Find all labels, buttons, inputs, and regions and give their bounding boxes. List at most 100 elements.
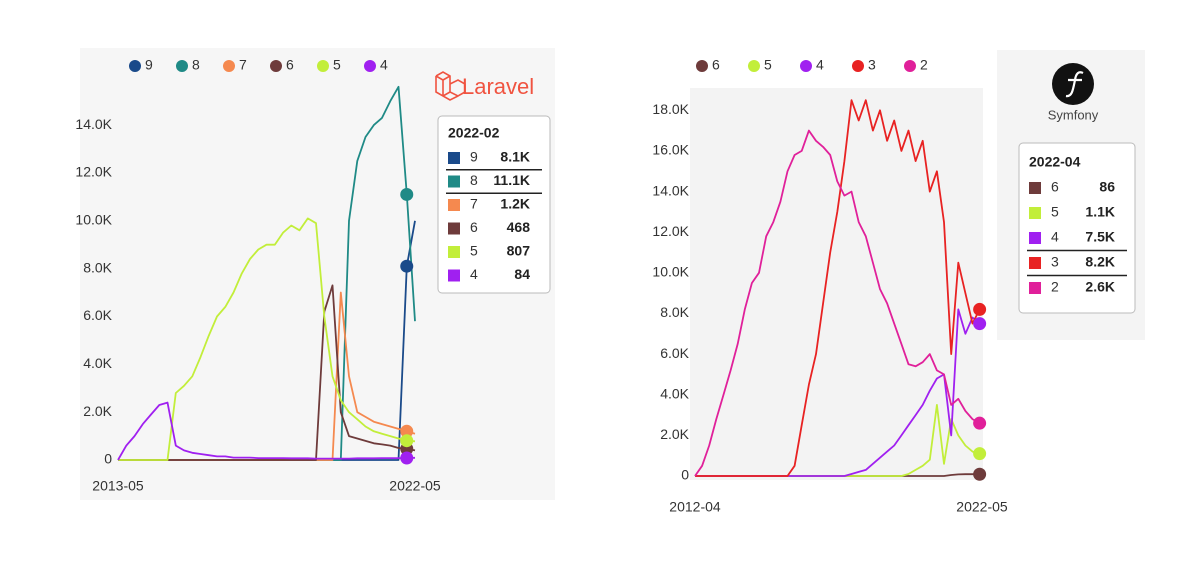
tooltip-name: 7	[470, 196, 478, 212]
series-line	[118, 217, 416, 461]
y-tick-label: 4.0K	[83, 355, 112, 371]
legend-swatch	[364, 60, 376, 72]
logo-text: Symfony	[1048, 107, 1099, 122]
plot-area	[690, 88, 983, 480]
series-line	[694, 129, 981, 477]
hover-dot	[973, 317, 987, 331]
y-tick-label: 6.0K	[83, 307, 112, 323]
tooltip-swatch	[1029, 257, 1041, 269]
y-tick-label: 0	[104, 451, 112, 467]
legend-swatch	[176, 60, 188, 72]
tooltip-swatch	[448, 199, 460, 211]
tooltip-value: 1.2K	[500, 196, 530, 212]
tooltip-value: 84	[514, 266, 530, 282]
x-tick-label: 2012-04	[669, 499, 721, 515]
tooltip-value: 2.6K	[1085, 279, 1115, 295]
tooltip-value: 86	[1099, 179, 1115, 195]
y-tick-label: 16.0K	[652, 142, 689, 158]
legend-label: 5	[764, 57, 772, 73]
hover-dot	[400, 187, 414, 201]
hover-dot	[973, 447, 987, 461]
tooltip-box	[437, 115, 551, 294]
legend-label: 2	[920, 57, 928, 73]
hover-dot	[400, 259, 414, 273]
series-line	[117, 401, 416, 461]
y-tick-label: 8.0K	[660, 304, 689, 320]
y-tick-label: 10.0K	[75, 211, 112, 227]
series-line	[695, 99, 981, 477]
tooltip-name: 2	[1051, 279, 1059, 295]
hover-dot	[400, 451, 414, 465]
hover-dot	[400, 424, 414, 438]
y-tick-label: 0	[681, 467, 689, 483]
y-tick-label: 2.0K	[660, 426, 689, 442]
tooltip-name: 6	[1051, 179, 1059, 195]
logo-text: Laravel	[462, 74, 534, 99]
legend-swatch	[223, 60, 235, 72]
tooltip-value: 11.1K	[493, 172, 530, 188]
y-tick-label: 4.0K	[660, 385, 689, 401]
tooltip-name: 8	[470, 172, 478, 188]
legend-label: 4	[380, 57, 388, 73]
legend-swatch	[270, 60, 282, 72]
legend-swatch	[800, 60, 812, 72]
tooltip-value: 807	[507, 243, 531, 259]
legend-label: 3	[868, 57, 876, 73]
symfony-icon	[1052, 63, 1094, 105]
legend-swatch	[129, 60, 141, 72]
legend-label: 8	[192, 57, 200, 73]
tooltip-swatch	[448, 222, 460, 235]
tooltip-title: 2022-02	[448, 125, 500, 141]
tooltip-value: 468	[507, 219, 531, 235]
y-tick-label: 12.0K	[75, 164, 112, 180]
tooltip-name: 6	[470, 219, 478, 235]
legend-swatch	[696, 60, 708, 72]
y-tick-label: 12.0K	[652, 223, 689, 239]
y-tick-label: 2.0K	[83, 403, 112, 419]
tooltip-swatch	[448, 152, 460, 164]
x-tick-label: 2022-05	[956, 499, 1008, 515]
tooltip-name: 5	[470, 243, 478, 259]
tooltip-box	[1018, 142, 1136, 314]
legend-label: 4	[816, 57, 824, 73]
legend-swatch	[748, 60, 760, 72]
legend-label: 7	[239, 57, 247, 73]
legend-label: 9	[145, 57, 153, 73]
tooltip-name: 4	[470, 266, 478, 282]
tooltip-value: 8.1K	[500, 149, 530, 165]
tooltip-title: 2022-04	[1029, 154, 1081, 170]
hover-dot	[973, 302, 987, 316]
legend-label: 6	[712, 57, 720, 73]
hover-dot	[973, 416, 987, 430]
tooltip-name: 4	[1051, 229, 1059, 245]
y-tick-label: 14.0K	[652, 182, 689, 198]
y-tick-label: 10.0K	[652, 264, 689, 280]
hover-dot	[973, 467, 987, 481]
x-tick-label: 2013-05	[92, 478, 144, 494]
tooltip-swatch	[448, 175, 460, 188]
y-tick-label: 6.0K	[660, 345, 689, 361]
legend-swatch	[904, 60, 916, 72]
tooltip-swatch	[448, 269, 460, 282]
y-tick-label: 18.0K	[652, 101, 689, 117]
tooltip-value: 8.2K	[1085, 254, 1115, 270]
tooltip-swatch	[448, 246, 460, 258]
tooltip-swatch	[1029, 282, 1041, 294]
y-tick-label: 14.0K	[75, 116, 112, 132]
tooltip-swatch	[1029, 207, 1041, 219]
tooltip-swatch	[1029, 232, 1041, 244]
tooltip-name: 3	[1051, 254, 1059, 270]
legend-label: 5	[333, 57, 341, 73]
y-tick-label: 8.0K	[83, 259, 112, 275]
x-tick-label: 2022-05	[389, 478, 441, 494]
tooltip-value: 1.1K	[1085, 204, 1115, 220]
hover-dot	[400, 434, 414, 448]
symfony-icon-glyph	[1065, 71, 1084, 98]
tooltip-name: 5	[1051, 204, 1059, 220]
tooltip-value: 7.5K	[1085, 229, 1115, 245]
laravel-icon	[435, 71, 466, 101]
tooltip-swatch	[1029, 182, 1041, 194]
tooltip-name: 9	[470, 149, 478, 165]
